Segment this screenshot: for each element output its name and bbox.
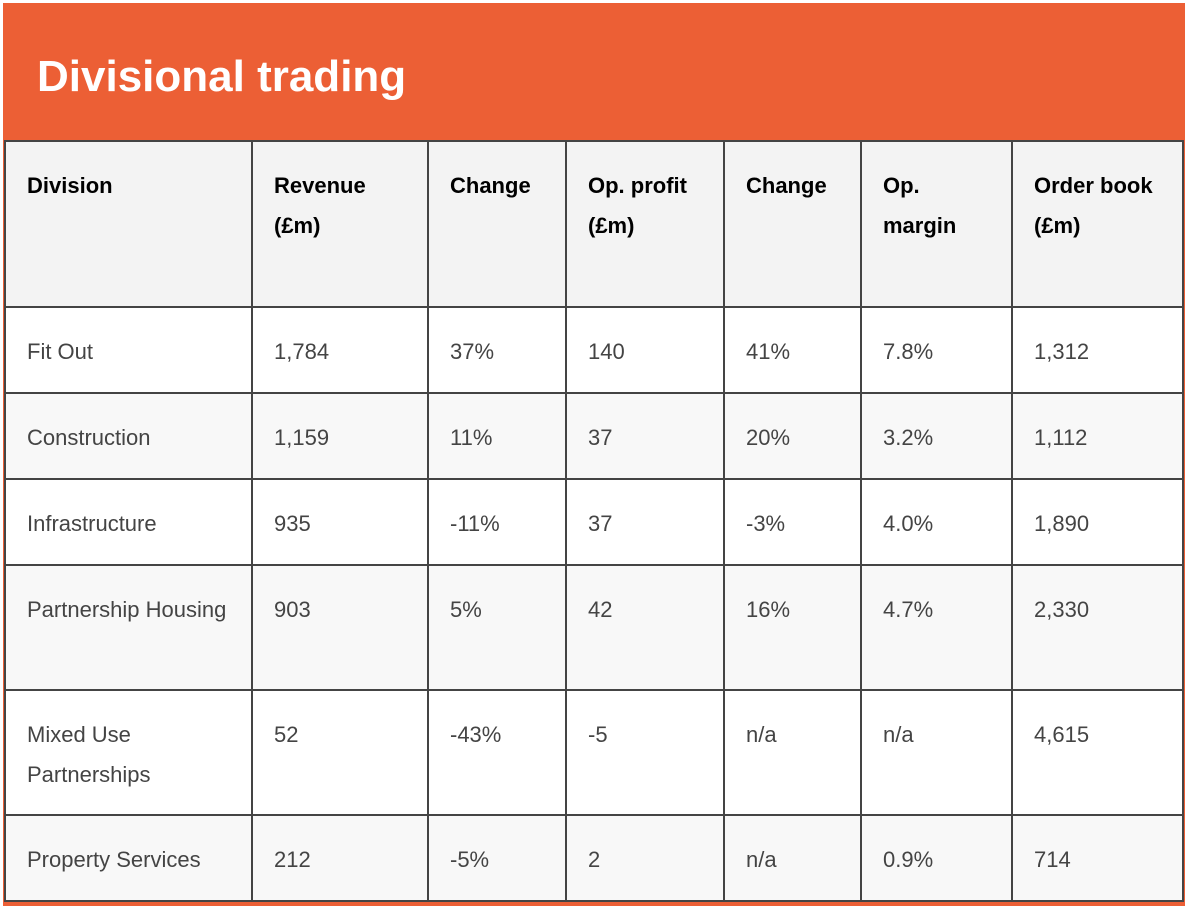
table-cell: -11% [427,478,567,566]
table-row: Property Services 212 -5% 2 n/a 0.9% 714 [4,814,1184,902]
division-name-cell: Mixed Use Partnerships [4,689,253,816]
divisional-trading-table: Division Revenue (£m) Change Op. profit … [4,140,1184,902]
division-name-cell: Fit Out [4,306,253,394]
table-cell: n/a [860,689,1013,816]
table-cell: 37 [565,392,725,480]
table-cell: 1,159 [251,392,429,480]
table-cell: 4.7% [860,564,1013,691]
table-cell: n/a [723,814,862,902]
table-row: Construction 1,159 11% 37 20% 3.2% 1,112 [4,392,1184,480]
table-cell: -3% [723,478,862,566]
panel-title: Divisional trading [37,52,407,101]
table-cell: 1,890 [1011,478,1184,566]
table-cell: 11% [427,392,567,480]
table-cell: 903 [251,564,429,691]
table-cell: 4.0% [860,478,1013,566]
column-header: Revenue (£m) [251,140,429,308]
table-cell: 41% [723,306,862,394]
table-cell: 4,615 [1011,689,1184,816]
table-row: Infrastructure 935 -11% 37 -3% 4.0% 1,890 [4,478,1184,566]
table-cell: 7.8% [860,306,1013,394]
table-cell: 714 [1011,814,1184,902]
table-cell: 2 [565,814,725,902]
table-cell: 37 [565,478,725,566]
column-header: Op. margin [860,140,1013,308]
table-cell: 212 [251,814,429,902]
table-row: Fit Out 1,784 37% 140 41% 7.8% 1,312 [4,306,1184,394]
table-cell: 1,784 [251,306,429,394]
column-header: Order book (£m) [1011,140,1184,308]
division-name-cell: Construction [4,392,253,480]
table-cell: n/a [723,689,862,816]
column-header: Op. profit (£m) [565,140,725,308]
table-cell: -5% [427,814,567,902]
header-row: Division Revenue (£m) Change Op. profit … [4,140,1184,308]
column-header: Division [4,140,253,308]
division-name-cell: Property Services [4,814,253,902]
table-cell: 20% [723,392,862,480]
division-name-cell: Infrastructure [4,478,253,566]
division-name-cell: Partnership Housing [4,564,253,691]
table-cell: -5 [565,689,725,816]
table-cell: -43% [427,689,567,816]
table-cell: 935 [251,478,429,566]
table-cell: 1,312 [1011,306,1184,394]
table-row: Mixed Use Partnerships 52 -43% -5 n/a n/a 4,61… [4,689,1184,816]
table-cell: 42 [565,564,725,691]
table-row: Partnership Housing 903 5% 42 16% 4.7% 2,330 [4,564,1184,691]
table-cell: 3.2% [860,392,1013,480]
table-cell: 37% [427,306,567,394]
table-cell: 140 [565,306,725,394]
table-cell: 52 [251,689,429,816]
table-cell: 0.9% [860,814,1013,902]
column-header: Change [427,140,567,308]
table-cell: 16% [723,564,862,691]
column-header: Change [723,140,862,308]
table-cell: 1,112 [1011,392,1184,480]
table-cell: 2,330 [1011,564,1184,691]
table-cell: 5% [427,564,567,691]
